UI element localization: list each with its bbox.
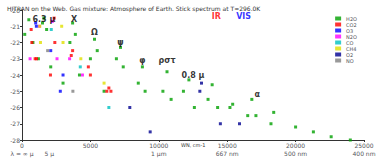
svg-text:-27: -27 bbox=[10, 120, 20, 127]
svg-text:H2O: H2O bbox=[346, 15, 357, 22]
svg-text:10000: 10000 bbox=[149, 142, 168, 149]
svg-text:HITRAN on the Web. Gas mixture: HITRAN on the Web. Gas mixture: Atmosphe… bbox=[7, 5, 261, 13]
svg-text:CO2: CO2 bbox=[346, 21, 357, 28]
svg-text:N2O: N2O bbox=[346, 33, 357, 40]
svg-text:5 μ: 5 μ bbox=[45, 150, 55, 158]
svg-text:0: 0 bbox=[20, 142, 24, 149]
svg-text:-21: -21 bbox=[10, 23, 20, 30]
svg-text:CH4: CH4 bbox=[346, 45, 357, 52]
svg-text:α: α bbox=[255, 90, 261, 99]
svg-text:O2: O2 bbox=[346, 51, 354, 58]
svg-text:20000: 20000 bbox=[286, 142, 305, 149]
svg-text:400 nm: 400 nm bbox=[352, 150, 375, 157]
svg-text:-22: -22 bbox=[10, 39, 20, 46]
svg-text:λ = ∞ μ: λ = ∞ μ bbox=[10, 150, 33, 158]
svg-text:WN, cm-1: WN, cm-1 bbox=[181, 142, 205, 148]
svg-text:1 μm: 1 μm bbox=[151, 150, 167, 158]
svg-text:-28: -28 bbox=[10, 137, 20, 144]
svg-text:-25: -25 bbox=[10, 88, 20, 95]
svg-text:5000: 5000 bbox=[83, 142, 98, 149]
svg-text:-23: -23 bbox=[10, 55, 20, 62]
svg-text:CO: CO bbox=[346, 39, 354, 46]
svg-text:500 nm: 500 nm bbox=[284, 150, 307, 157]
svg-text:6.3 μ: 6.3 μ bbox=[32, 15, 55, 24]
svg-text:φ: φ bbox=[139, 56, 145, 65]
svg-text:25000: 25000 bbox=[354, 142, 373, 149]
svg-text:15000: 15000 bbox=[218, 142, 237, 149]
svg-text:Ω: Ω bbox=[91, 28, 98, 37]
svg-text:X: X bbox=[71, 15, 78, 24]
svg-text:0.8 μ: 0.8 μ bbox=[182, 71, 205, 80]
svg-text:NO: NO bbox=[346, 58, 354, 64]
svg-text:ρστ: ρστ bbox=[158, 56, 175, 65]
svg-text:VIS: VIS bbox=[236, 12, 251, 21]
svg-text:-24: -24 bbox=[10, 72, 20, 79]
svg-text:ψ: ψ bbox=[117, 38, 123, 47]
svg-text:-26: -26 bbox=[10, 104, 20, 111]
svg-text:O3: O3 bbox=[346, 27, 354, 34]
svg-text:IR: IR bbox=[212, 12, 221, 21]
svg-text:667 nm: 667 nm bbox=[216, 150, 239, 157]
